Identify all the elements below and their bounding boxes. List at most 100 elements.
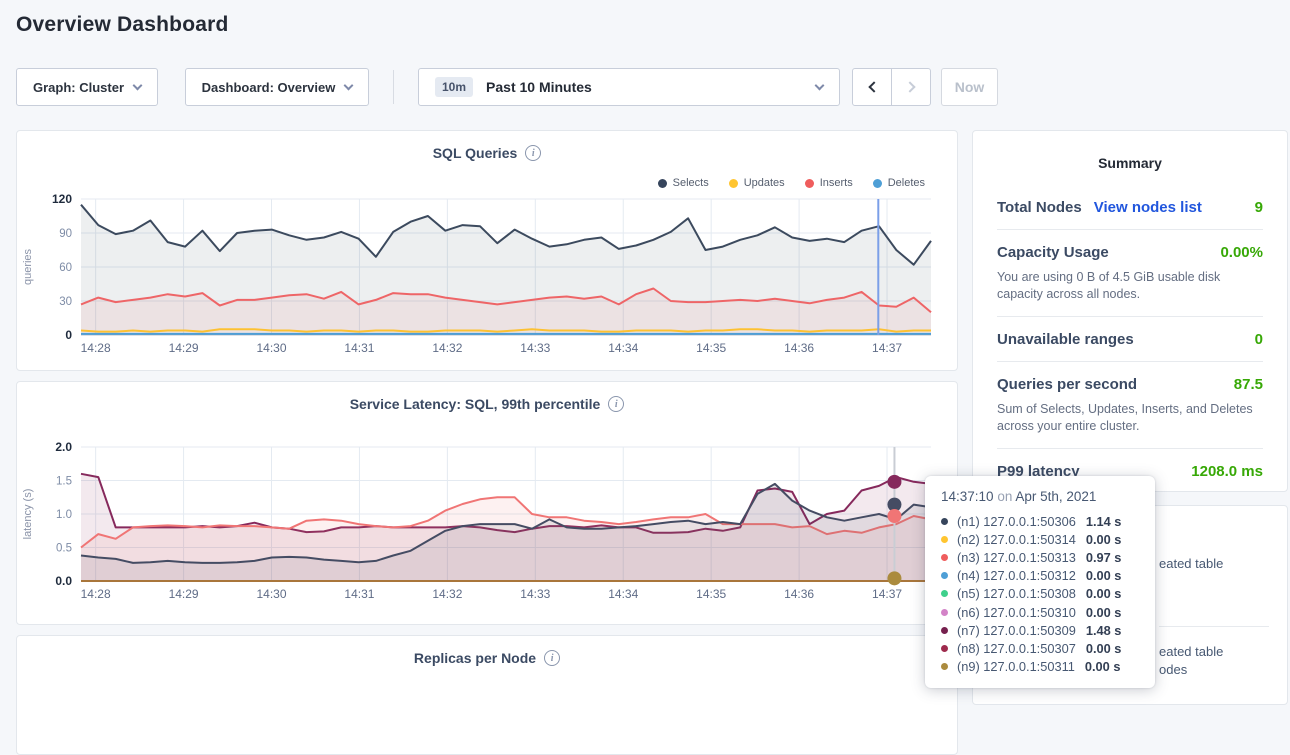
sql-queries-legend: Selects Updates Inserts Deletes <box>658 177 925 189</box>
page-title: Overview Dashboard <box>16 13 229 37</box>
tooltip-row: (n5) 127.0.0.1:50308 0.00 s <box>941 585 1141 603</box>
tooltip-row: (n8) 127.0.0.1:50307 0.00 s <box>941 639 1141 657</box>
event-text-fragment: eated table <box>1159 556 1223 571</box>
summary-row-qps: Queries per second 87.5 Sum of Selects, … <box>997 362 1263 449</box>
svg-text:latency (s): latency (s) <box>22 489 34 540</box>
node-latency-value: 1.48 s <box>1086 623 1122 638</box>
node-address: (n2) 127.0.0.1:50314 <box>957 532 1076 547</box>
svg-text:14:36: 14:36 <box>784 587 814 601</box>
legend-dot <box>805 179 814 188</box>
service-latency-title: Service Latency: SQL, 99th percentile i <box>17 396 957 412</box>
time-range-badge: 10m <box>435 77 473 97</box>
dashboard-dropdown[interactable]: Dashboard: Overview <box>185 68 369 106</box>
svg-text:14:29: 14:29 <box>169 587 199 601</box>
node-color-dot <box>941 663 948 670</box>
node-latency-value: 1.14 s <box>1086 514 1122 529</box>
chevron-left-icon <box>868 81 879 92</box>
chart-hover-tooltip: 14:37:10 on Apr 5th, 2021 (n1) 127.0.0.1… <box>925 476 1155 688</box>
node-color-dot <box>941 536 948 543</box>
toolbar-divider <box>393 70 394 104</box>
dashboard-dropdown-label: Dashboard: Overview <box>202 80 336 95</box>
summary-row-total-nodes: Total Nodes View nodes list 9 <box>997 185 1263 230</box>
capacity-usage-value: 0.00% <box>1220 244 1263 261</box>
node-color-dot <box>941 609 948 616</box>
svg-text:0.5: 0.5 <box>56 543 72 555</box>
legend-dot <box>658 179 667 188</box>
node-latency-value: 0.00 s <box>1086 641 1122 656</box>
service-latency-card: Service Latency: SQL, 99th percentile i … <box>16 381 958 625</box>
node-color-dot <box>941 645 948 652</box>
info-icon[interactable]: i <box>544 650 560 666</box>
svg-text:14:32: 14:32 <box>432 341 462 355</box>
node-color-dot <box>941 554 948 561</box>
svg-text:120: 120 <box>52 192 72 206</box>
legend-dot <box>729 179 738 188</box>
view-nodes-list-link[interactable]: View nodes list <box>1094 199 1202 216</box>
svg-text:14:34: 14:34 <box>608 587 638 601</box>
capacity-usage-label: Capacity Usage <box>997 244 1109 261</box>
node-address: (n7) 127.0.0.1:50309 <box>957 623 1076 638</box>
graph-dropdown[interactable]: Graph: Cluster <box>16 68 158 106</box>
time-forward-button-disabled[interactable] <box>891 68 931 106</box>
legend-item-selects: Selects <box>658 177 709 189</box>
chevron-right-icon <box>904 81 915 92</box>
tooltip-row: (n6) 127.0.0.1:50310 0.00 s <box>941 603 1141 621</box>
info-icon[interactable]: i <box>608 396 624 412</box>
svg-text:14:35: 14:35 <box>696 587 726 601</box>
svg-text:0.0: 0.0 <box>55 574 72 588</box>
svg-text:14:36: 14:36 <box>784 341 814 355</box>
service-latency-chart[interactable]: 0.00.51.01.52.014:2814:2914:3014:3114:32… <box>17 438 959 610</box>
legend-item-updates: Updates <box>729 177 785 189</box>
node-address: (n3) 127.0.0.1:50313 <box>957 550 1076 565</box>
unavailable-ranges-label: Unavailable ranges <box>997 331 1134 348</box>
svg-text:60: 60 <box>59 262 72 274</box>
svg-text:2.0: 2.0 <box>55 440 72 454</box>
time-range-dropdown[interactable]: 10m Past 10 Minutes <box>418 68 840 106</box>
svg-text:14:32: 14:32 <box>432 587 462 601</box>
p99-latency-value: 1208.0 ms <box>1191 463 1263 480</box>
tooltip-row: (n7) 127.0.0.1:50309 1.48 s <box>941 621 1141 639</box>
svg-text:14:37: 14:37 <box>872 341 902 355</box>
svg-text:14:31: 14:31 <box>344 587 374 601</box>
node-latency-value: 0.00 s <box>1086 532 1122 547</box>
node-address: (n4) 127.0.0.1:50312 <box>957 568 1076 583</box>
node-latency-value: 0.00 s <box>1086 586 1122 601</box>
node-address: (n6) 127.0.0.1:50310 <box>957 605 1076 620</box>
time-back-button[interactable] <box>852 68 892 106</box>
legend-item-inserts: Inserts <box>805 177 853 189</box>
svg-text:30: 30 <box>59 296 72 308</box>
tooltip-row: (n9) 127.0.0.1:50311 0.00 s <box>941 658 1141 676</box>
node-address: (n1) 127.0.0.1:50306 <box>957 514 1076 529</box>
now-button-disabled[interactable]: Now <box>941 68 998 106</box>
tooltip-row: (n1) 127.0.0.1:50306 1.14 s <box>941 512 1141 530</box>
node-address: (n5) 127.0.0.1:50308 <box>957 586 1076 601</box>
node-color-dot <box>941 627 948 634</box>
svg-text:1.5: 1.5 <box>56 476 72 488</box>
sql-queries-chart[interactable]: 030609012014:2814:2914:3014:3114:3214:33… <box>17 191 959 363</box>
svg-text:queries: queries <box>22 248 34 285</box>
node-latency-value: 0.00 s <box>1086 605 1122 620</box>
qps-label: Queries per second <box>997 376 1137 393</box>
node-color-dot <box>941 572 948 579</box>
legend-item-deletes: Deletes <box>873 177 925 189</box>
replicas-per-node-card: Replicas per Node i <box>16 635 958 755</box>
event-text-fragment: eated table <box>1159 644 1223 659</box>
sql-queries-card: SQL Queries i SelectsUpdatesInsertsDelet… <box>16 130 958 371</box>
event-text-fragment: odes <box>1159 662 1187 677</box>
capacity-usage-desc: You are using 0 B of 4.5 GiB usable disk… <box>997 269 1263 303</box>
info-icon[interactable]: i <box>525 145 541 161</box>
graph-dropdown-label: Graph: Cluster <box>33 80 124 95</box>
summary-row-capacity: Capacity Usage 0.00% You are using 0 B o… <box>997 230 1263 317</box>
svg-text:14:37: 14:37 <box>872 587 902 601</box>
node-latency-value: 0.00 s <box>1085 659 1121 674</box>
chevron-down-icon <box>815 80 825 90</box>
time-range-label: Past 10 Minutes <box>486 79 592 95</box>
node-address: (n9) 127.0.0.1:50311 <box>957 659 1075 674</box>
svg-text:14:31: 14:31 <box>344 341 374 355</box>
node-color-dot <box>941 518 948 525</box>
summary-heading: Summary <box>973 131 1287 171</box>
node-address: (n8) 127.0.0.1:50307 <box>957 641 1076 656</box>
qps-value: 87.5 <box>1234 376 1263 393</box>
summary-row-unavailable: Unavailable ranges 0 <box>997 317 1263 362</box>
unavailable-ranges-value: 0 <box>1255 331 1263 348</box>
